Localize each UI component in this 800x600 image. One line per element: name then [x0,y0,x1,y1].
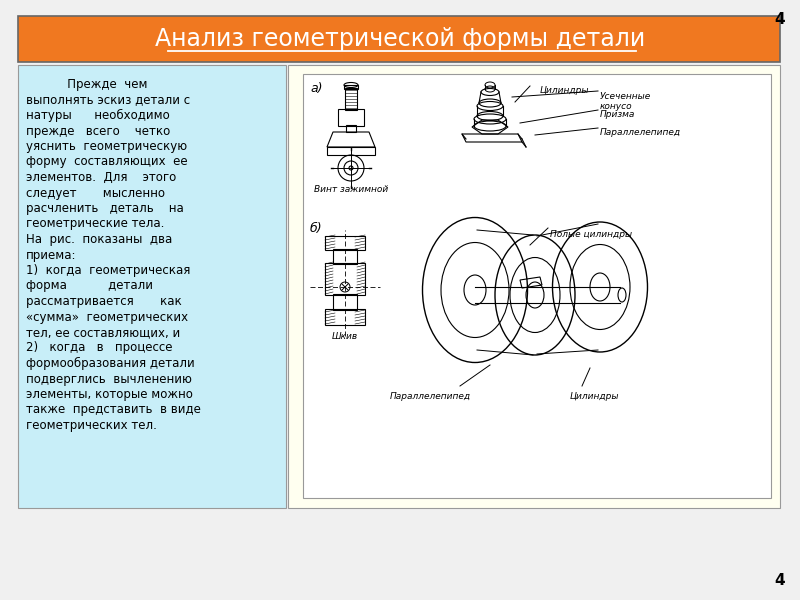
Text: следует       мысленно: следует мысленно [26,187,165,199]
Bar [325,263,365,295]
Bar [345,88,357,110]
Text: приема:: приема: [26,248,77,262]
Text: а): а) [310,82,322,95]
Bar [346,125,356,132]
Bar [344,85,358,89]
Text: выполнять эскиз детали с: выполнять эскиз детали с [26,94,190,107]
Text: формообразования детали: формообразования детали [26,357,194,370]
Text: На  рис.  показаны  два: На рис. показаны два [26,233,172,246]
Text: Винт зажимной: Винт зажимной [314,185,388,194]
Text: Цилиндры: Цилиндры [570,392,619,401]
Text: геометрических тел.: геометрических тел. [26,419,157,432]
Text: Цилиндры: Цилиндры [540,86,590,95]
Text: подверглись  вычленению: подверглись вычленению [26,373,192,385]
Bar [18,16,780,62]
Text: 2)   когда   в   процессе: 2) когда в процессе [26,341,173,355]
Bar [325,309,365,325]
Bar [325,236,365,250]
Bar [333,249,357,264]
Text: Полые цилиндры: Полые цилиндры [550,230,632,239]
Bar [288,65,780,508]
Text: «сумма»  геометрических: «сумма» геометрических [26,311,188,323]
Text: элементов.  Для    этого: элементов. Для этого [26,171,176,184]
Text: 4: 4 [774,12,785,27]
Text: Параллелепипед: Параллелепипед [600,128,681,137]
Text: расчленить   деталь    на: расчленить деталь на [26,202,184,215]
Text: Анализ геометрической формы детали: Анализ геометрической формы детали [155,27,645,51]
Text: 4: 4 [774,573,785,588]
Text: элементы, которые можно: элементы, которые можно [26,388,193,401]
Text: Призма: Призма [600,110,635,119]
Text: натуры      необходимо: натуры необходимо [26,109,170,122]
Text: форму  составляющих  ее: форму составляющих ее [26,155,188,169]
Text: геометрические тела.: геометрические тела. [26,217,164,230]
Text: рассматривается       как: рассматривается как [26,295,182,308]
Text: б): б) [310,222,322,235]
Text: прежде   всего    четко: прежде всего четко [26,124,170,137]
Text: Параллелепипед: Параллелепипед [390,392,471,401]
Text: тел, ее составляющих, и: тел, ее составляющих, и [26,326,180,339]
Bar [338,109,364,126]
Text: Прежде  чем: Прежде чем [26,78,147,91]
Text: Шкив: Шкив [332,332,358,341]
Bar [18,65,286,508]
Bar [327,147,375,155]
Bar [333,294,357,310]
Text: форма           детали: форма детали [26,280,153,292]
Text: также  представить  в виде: также представить в виде [26,403,201,416]
Text: 1)  когда  геометрическая: 1) когда геометрическая [26,264,190,277]
Text: Усеченные
конусо: Усеченные конусо [600,92,651,112]
Bar [303,74,771,498]
Text: уяснить  геометрическую: уяснить геометрическую [26,140,187,153]
